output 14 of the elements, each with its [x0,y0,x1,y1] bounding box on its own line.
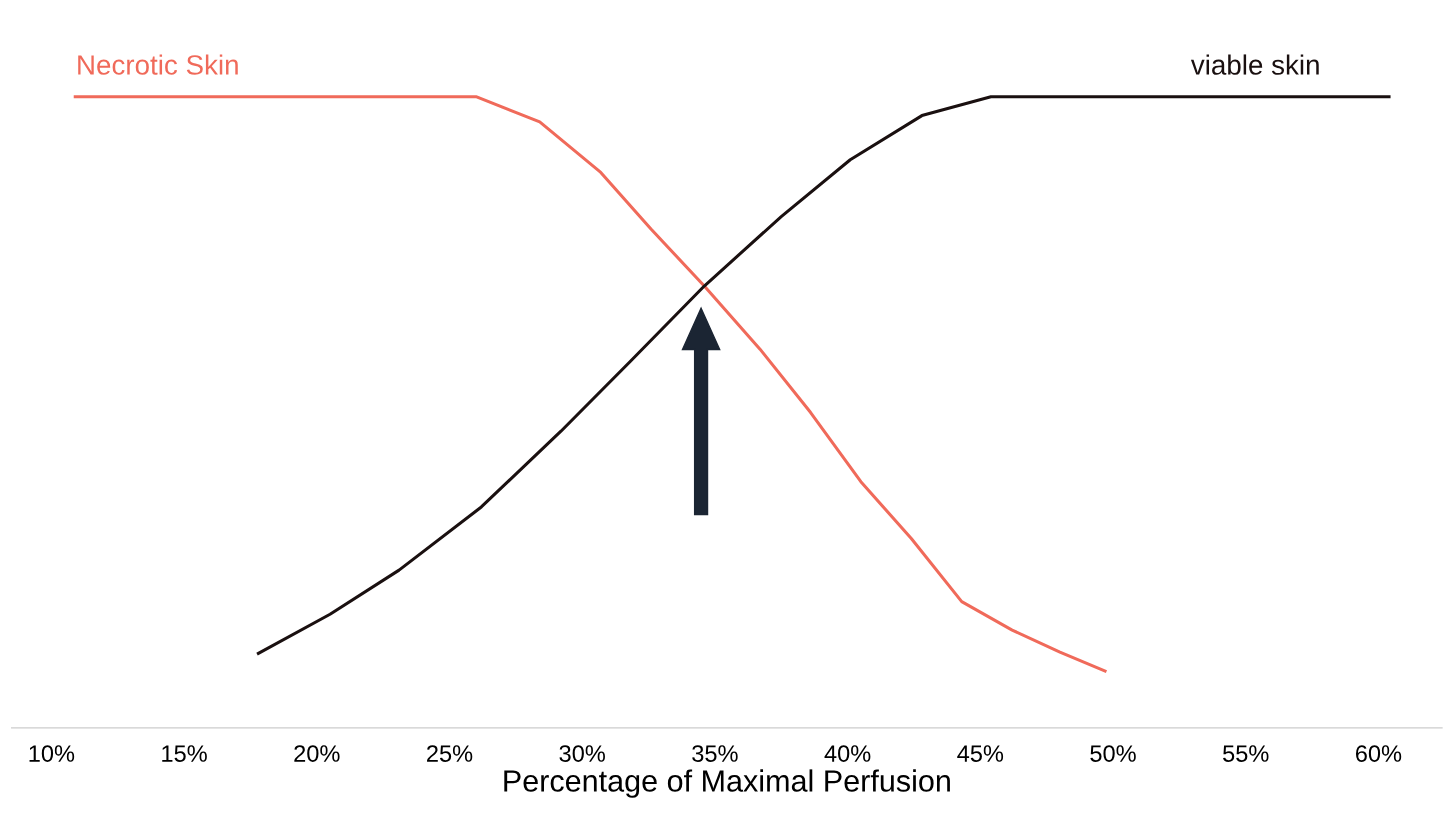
x-tick-label: 50% [1090,745,1136,762]
x-tick-label: 40% [824,745,871,762]
x-tick-label: 55% [1223,745,1269,762]
x-axis-title: Percentage of Maximal Perfusion [504,769,950,798]
x-tick-label: 60% [1355,745,1402,762]
x-tick-label: 35% [692,745,738,762]
series-label: viable skin [1190,54,1319,75]
x-tick-label: 45% [957,745,1004,762]
x-tick-label: 20% [294,745,340,762]
x-tick-label: 30% [559,745,605,762]
x-tick-label: 10% [29,745,75,762]
series-label: Necrotic Skin [78,54,238,75]
x-tick-label: 25% [427,745,473,762]
x-tick-label: 15% [162,745,207,762]
